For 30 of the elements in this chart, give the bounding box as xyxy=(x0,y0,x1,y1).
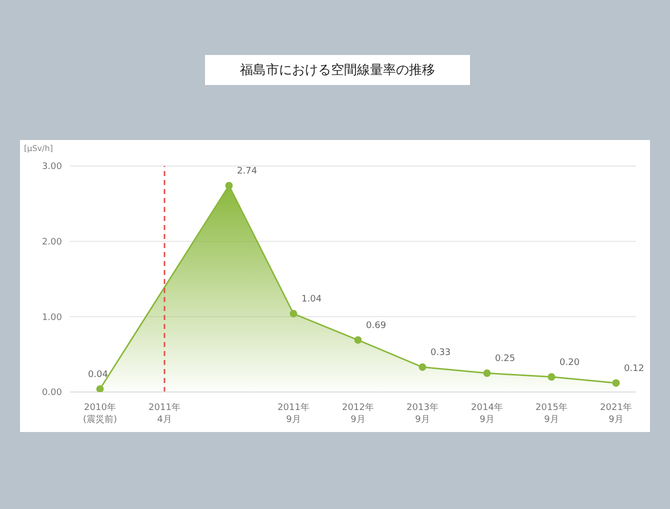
data-label: 0.25 xyxy=(495,354,516,364)
chart-title: 福島市における空間線量率の推移 xyxy=(205,55,470,85)
x-tick-label: 2010年 (震災前) xyxy=(82,402,118,425)
x-tick-label: 2014年 9月 xyxy=(471,402,503,425)
point xyxy=(290,310,298,318)
data-label: 2.74 xyxy=(237,166,258,177)
x-tick-label: 2011年 4月 xyxy=(148,402,180,425)
point xyxy=(96,385,104,392)
y-tick-label: 1.00 xyxy=(42,312,62,323)
y-tick-label: 3.00 xyxy=(42,162,62,172)
x-tick-label: 2011年 9月 xyxy=(278,402,310,425)
data-label: 0.33 xyxy=(430,348,451,358)
x-tick-label: 2013年 9月 xyxy=(406,402,438,425)
x-tick-label: 2015年 9月 xyxy=(536,402,568,425)
x-tick-label: 2021年 9月 xyxy=(600,402,632,425)
y-axis-title: [μSv/h] xyxy=(24,144,53,153)
point xyxy=(225,182,233,190)
data-label: 1.04 xyxy=(302,294,322,305)
y-tick-label: 0.00 xyxy=(42,388,62,398)
y-tick-label: 2.00 xyxy=(42,238,62,248)
data-label: 0.69 xyxy=(366,321,386,332)
point xyxy=(548,373,556,381)
point xyxy=(612,379,620,387)
point xyxy=(483,369,491,377)
x-tick-label: 2012年 9月 xyxy=(342,402,374,425)
point xyxy=(418,363,426,371)
data-label: 0.20 xyxy=(560,358,580,368)
data-label: 0.04 xyxy=(88,370,108,380)
point xyxy=(354,336,362,344)
data-label: 0.12 xyxy=(624,364,644,374)
